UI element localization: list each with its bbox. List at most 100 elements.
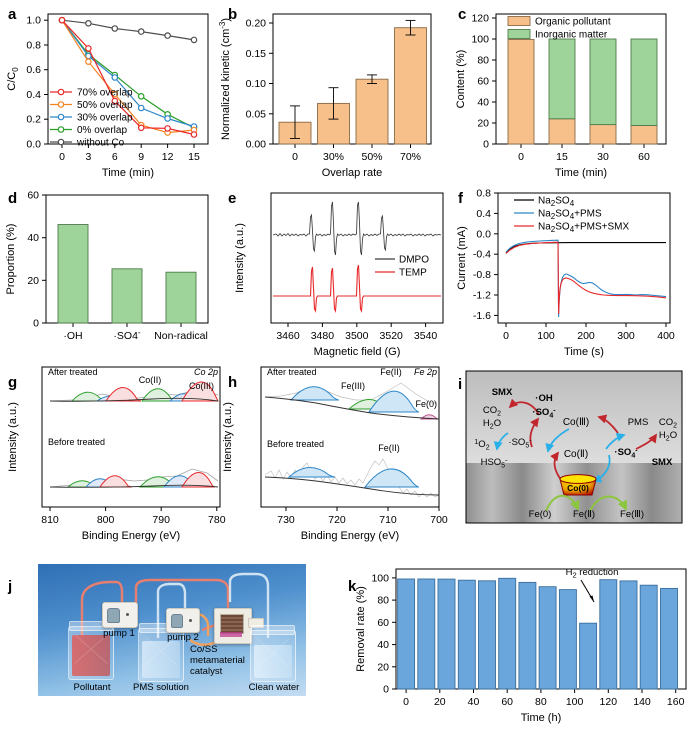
panel-f-ylabel: Current (mA) xyxy=(456,226,468,290)
svg-text:3500: 3500 xyxy=(345,330,369,342)
catalyst-label-line-2: catalyst xyxy=(190,666,223,677)
panel-c-xtick-3: 60 xyxy=(638,151,650,163)
label-so4-radical-left: ·SO4- xyxy=(532,407,556,420)
svg-text:1.0: 1.0 xyxy=(26,15,41,27)
bar-k-12 xyxy=(639,584,658,690)
pollutant-liquid xyxy=(72,635,110,676)
svg-text:790: 790 xyxy=(152,514,170,526)
svg-text:780: 780 xyxy=(208,514,226,526)
legend-label-a-0: 70% overlap xyxy=(77,87,133,98)
svg-text:0: 0 xyxy=(483,139,489,151)
bar-group-panel-k xyxy=(397,577,678,690)
svg-text:-0.8: -0.8 xyxy=(473,269,491,281)
clean-water-vessel xyxy=(250,625,296,682)
svg-text:80: 80 xyxy=(377,595,389,607)
svg-text:0.00: 0.00 xyxy=(246,139,267,151)
pump-1[interactable] xyxy=(102,602,138,628)
bar-k-6 xyxy=(518,581,537,690)
panel-d: 0 20 40 60 ·OH ·SO4- Non-radical Proport… xyxy=(0,185,225,360)
curve-na2so4 xyxy=(505,242,666,254)
svg-text:60: 60 xyxy=(477,76,489,88)
bar-inorganic-1 xyxy=(548,38,576,120)
panel-h-curve-label-1: Before treated xyxy=(267,439,324,449)
svg-text:0.2: 0.2 xyxy=(26,114,41,126)
clean-water-vessel-cross xyxy=(256,638,290,668)
svg-text:810: 810 xyxy=(41,514,59,526)
legend-label-f-1: Na2SO4+PMS xyxy=(538,208,602,221)
panel-label-e: e xyxy=(228,190,237,207)
panel-d-xtick-2: Non-radical xyxy=(154,330,208,342)
pump-1-head xyxy=(107,608,120,623)
label-fe-ii: Fe(Ⅱ) xyxy=(573,509,595,520)
legend-label-f-0: Na2SO4 xyxy=(538,195,575,208)
panel-j: Pollutant pump 1 PMS solution pump 2 Co/… xyxy=(38,564,306,696)
svg-text:120: 120 xyxy=(600,696,618,708)
arrow-feii-to-feiii xyxy=(589,495,627,512)
svg-text:9: 9 xyxy=(138,151,144,163)
legend-panel-f: Na2SO4 Na2SO4+PMS Na2SO4+PMS+SMX xyxy=(514,195,630,234)
panel-g-component-label-1: Co(III) xyxy=(189,381,214,391)
arrow-so4-to-products xyxy=(635,433,657,450)
svg-text:20: 20 xyxy=(377,661,389,673)
svg-text:40: 40 xyxy=(27,232,39,244)
bar-organic-3 xyxy=(630,125,658,145)
svg-text:3480: 3480 xyxy=(311,330,335,342)
clean-water-vessel-neck xyxy=(251,625,295,635)
catalyst-mesh xyxy=(220,614,244,634)
bar-k-0 xyxy=(397,578,416,690)
tube-pms-to-pump2 xyxy=(156,582,187,608)
svg-text:120: 120 xyxy=(471,13,489,25)
svg-text:730: 730 xyxy=(277,514,295,526)
svg-text:-0.4: -0.4 xyxy=(473,249,491,261)
svg-text:-1.2: -1.2 xyxy=(473,290,491,302)
panel-k-ylabel: Removal rate (%) xyxy=(355,586,367,672)
xps-fe-after: After treated Fe 2p Fe(II) Fe(III) Fe(0) xyxy=(264,367,440,420)
panel-g-title: Co 2p xyxy=(194,367,218,377)
xps-fe-before: Before treated Fe(II) xyxy=(264,439,440,498)
clean-water-label: Clean water xyxy=(248,682,300,693)
svg-text:15: 15 xyxy=(188,151,200,163)
pms-label: PMS solution xyxy=(133,682,189,693)
series-30-overlap xyxy=(58,16,198,130)
svg-text:0.6: 0.6 xyxy=(26,64,41,76)
panel-b: 0.00 0.05 0.10 0.15 0.20 0 30% 50% 70% xyxy=(215,0,450,185)
svg-text:100: 100 xyxy=(471,34,489,46)
legend-panel-a: 70% overlap 50% overlap 30% overlap 0% o… xyxy=(50,87,133,148)
pump-2-head xyxy=(171,614,183,628)
arrow-coii-to-so4 xyxy=(605,433,626,450)
panel-c-ylabel: Content (%) xyxy=(455,50,467,109)
legend-label-f-2: Na2SO4+PMS+SMX xyxy=(538,221,630,234)
bar-k-13 xyxy=(660,587,678,690)
label-singlet-oxygen: 1O2 xyxy=(474,439,489,452)
bar-oh xyxy=(57,224,89,324)
svg-text:0: 0 xyxy=(33,318,39,330)
co-zero-chip: Co(0) xyxy=(559,474,597,496)
panel-h-title: Fe 2p xyxy=(414,367,437,377)
svg-text:720: 720 xyxy=(328,514,346,526)
tube-pollutant-to-pump1 xyxy=(80,580,124,608)
svg-text:6: 6 xyxy=(112,151,118,163)
bar-k-4 xyxy=(478,580,496,690)
svg-text:20: 20 xyxy=(27,275,39,287)
panel-g-curve-label-0: After treated xyxy=(48,367,98,377)
panel-a: 0.0 0.2 0.4 0.6 0.8 1.0 0 3 6 9 12 15 xyxy=(0,0,225,185)
pms-vessel-cross xyxy=(144,636,178,666)
clean-water-liquid xyxy=(254,645,292,678)
svg-text:710: 710 xyxy=(379,514,397,526)
legend-label-c-0: Organic pollutant xyxy=(535,17,611,28)
svg-text:0.8: 0.8 xyxy=(26,40,41,52)
panel-k-xlabel: Time (h) xyxy=(521,712,562,724)
label-smx-right: SMX xyxy=(652,457,673,468)
panel-c-xtick-1: 15 xyxy=(556,151,568,163)
svg-text:3520: 3520 xyxy=(380,330,404,342)
reactor-nozzle xyxy=(248,618,264,628)
panel-g-xlabel: Binding Energy (eV) xyxy=(82,530,180,542)
pump-2[interactable] xyxy=(166,608,200,633)
panel-f-xlabel: Time (s) xyxy=(564,346,604,358)
panel-c-xtick-0: 0 xyxy=(518,151,524,163)
panel-c: 0 20 40 60 80 100 120 0 15 30 60 xyxy=(450,0,700,185)
panel-label-g: g xyxy=(8,374,18,391)
label-fe-zero: Fe(0) xyxy=(529,509,552,520)
panel-d-xtick-0: ·OH xyxy=(63,330,82,342)
panel-h-component-label-0: Fe(II) xyxy=(380,367,402,377)
